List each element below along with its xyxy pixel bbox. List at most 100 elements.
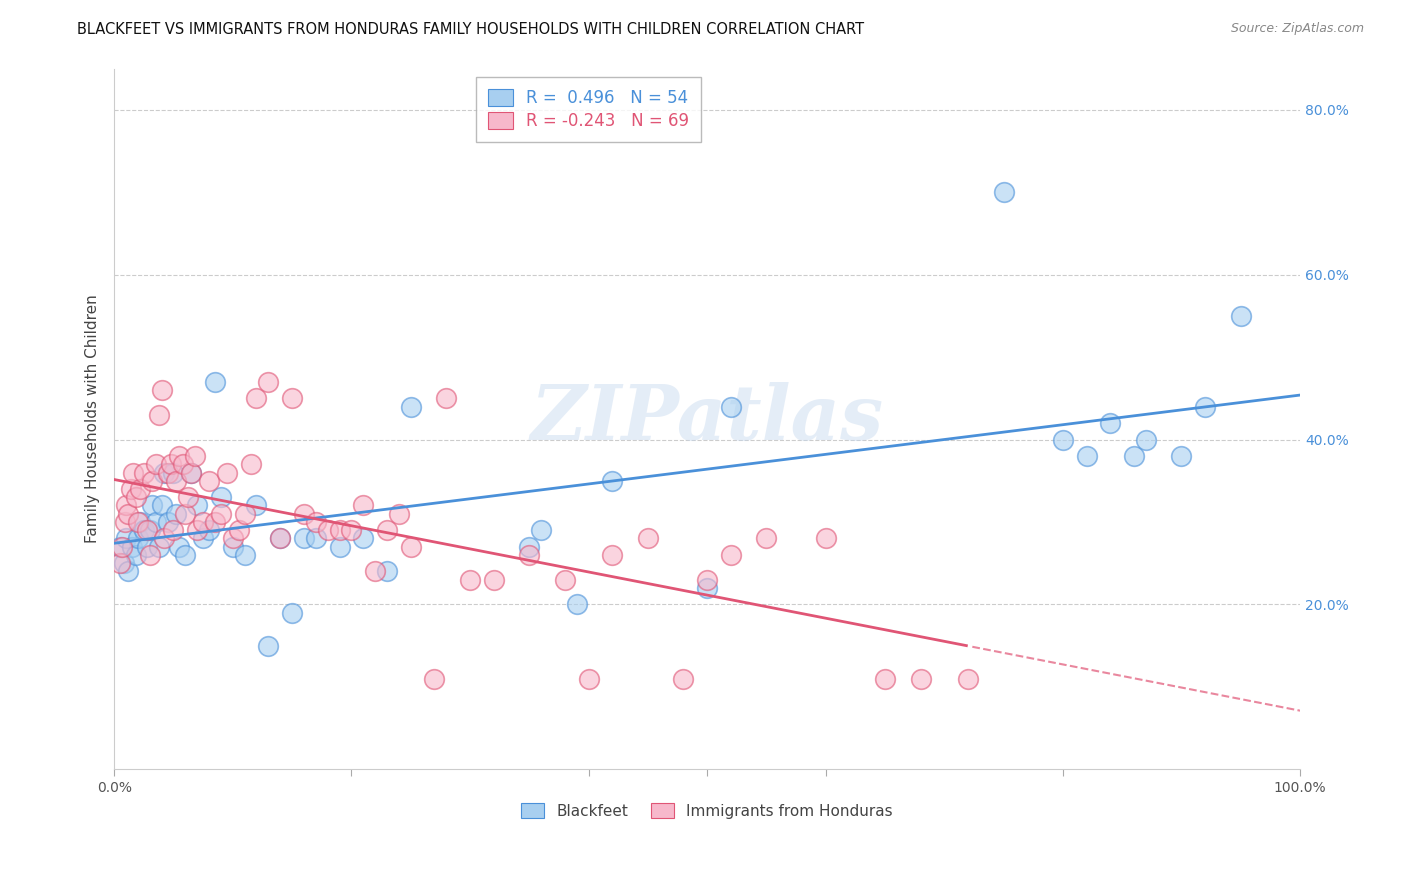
Point	[114, 515, 136, 529]
Point	[132, 523, 155, 537]
Text: BLACKFEET VS IMMIGRANTS FROM HONDURAS FAMILY HOUSEHOLDS WITH CHILDREN CORRELATIO: BLACKFEET VS IMMIGRANTS FROM HONDURAS FA…	[77, 22, 865, 37]
Point	[141, 474, 163, 488]
Point	[117, 565, 139, 579]
Point	[352, 532, 374, 546]
Point	[108, 556, 131, 570]
Point	[121, 540, 143, 554]
Point	[245, 392, 267, 406]
Point	[162, 523, 184, 537]
Point	[122, 466, 145, 480]
Point	[184, 449, 207, 463]
Point	[1076, 449, 1098, 463]
Point	[172, 457, 194, 471]
Point	[281, 392, 304, 406]
Point	[127, 532, 149, 546]
Point	[153, 466, 176, 480]
Point	[115, 532, 138, 546]
Point	[993, 185, 1015, 199]
Point	[124, 490, 146, 504]
Point	[1194, 400, 1216, 414]
Point	[245, 499, 267, 513]
Point	[554, 573, 576, 587]
Point	[111, 540, 134, 554]
Point	[517, 540, 540, 554]
Point	[458, 573, 481, 587]
Point	[191, 532, 214, 546]
Point	[209, 507, 232, 521]
Point	[160, 457, 183, 471]
Point	[316, 523, 339, 537]
Point	[186, 523, 208, 537]
Point	[139, 523, 162, 537]
Point	[156, 515, 179, 529]
Point	[169, 449, 191, 463]
Point	[305, 532, 328, 546]
Point	[233, 507, 256, 521]
Point	[957, 672, 980, 686]
Point	[165, 474, 187, 488]
Point	[1229, 309, 1251, 323]
Point	[169, 540, 191, 554]
Point	[198, 523, 221, 537]
Point	[257, 639, 280, 653]
Point	[375, 565, 398, 579]
Point	[269, 532, 291, 546]
Point	[530, 523, 553, 537]
Point	[814, 532, 837, 546]
Point	[120, 482, 142, 496]
Point	[148, 408, 170, 422]
Point	[129, 482, 152, 496]
Point	[637, 532, 659, 546]
Point	[180, 466, 202, 480]
Legend: Blackfeet, Immigrants from Honduras: Blackfeet, Immigrants from Honduras	[515, 797, 898, 825]
Point	[156, 466, 179, 480]
Point	[910, 672, 932, 686]
Point	[165, 507, 187, 521]
Text: Source: ZipAtlas.com: Source: ZipAtlas.com	[1230, 22, 1364, 36]
Point	[281, 606, 304, 620]
Point	[292, 532, 315, 546]
Point	[1170, 449, 1192, 463]
Point	[1099, 416, 1122, 430]
Point	[696, 581, 718, 595]
Point	[364, 565, 387, 579]
Point	[174, 548, 197, 562]
Point	[162, 466, 184, 480]
Point	[129, 515, 152, 529]
Point	[141, 499, 163, 513]
Text: ZIPatlas: ZIPatlas	[530, 382, 884, 456]
Point	[720, 548, 742, 562]
Point	[578, 672, 600, 686]
Point	[1135, 433, 1157, 447]
Point	[139, 548, 162, 562]
Point	[755, 532, 778, 546]
Point	[257, 375, 280, 389]
Point	[204, 515, 226, 529]
Point	[292, 507, 315, 521]
Point	[127, 515, 149, 529]
Point	[174, 507, 197, 521]
Point	[124, 548, 146, 562]
Point	[150, 499, 173, 513]
Point	[1052, 433, 1074, 447]
Point	[136, 523, 159, 537]
Point	[177, 490, 200, 504]
Point	[222, 540, 245, 554]
Point	[269, 532, 291, 546]
Point	[434, 392, 457, 406]
Point	[352, 499, 374, 513]
Point	[117, 507, 139, 521]
Point	[600, 474, 623, 488]
Point	[399, 540, 422, 554]
Point	[423, 672, 446, 686]
Point	[215, 466, 238, 480]
Point	[222, 532, 245, 546]
Point	[233, 548, 256, 562]
Point	[340, 523, 363, 537]
Point	[239, 457, 262, 471]
Point	[328, 540, 350, 554]
Point	[375, 523, 398, 537]
Point	[399, 400, 422, 414]
Point	[1123, 449, 1146, 463]
Point	[115, 499, 138, 513]
